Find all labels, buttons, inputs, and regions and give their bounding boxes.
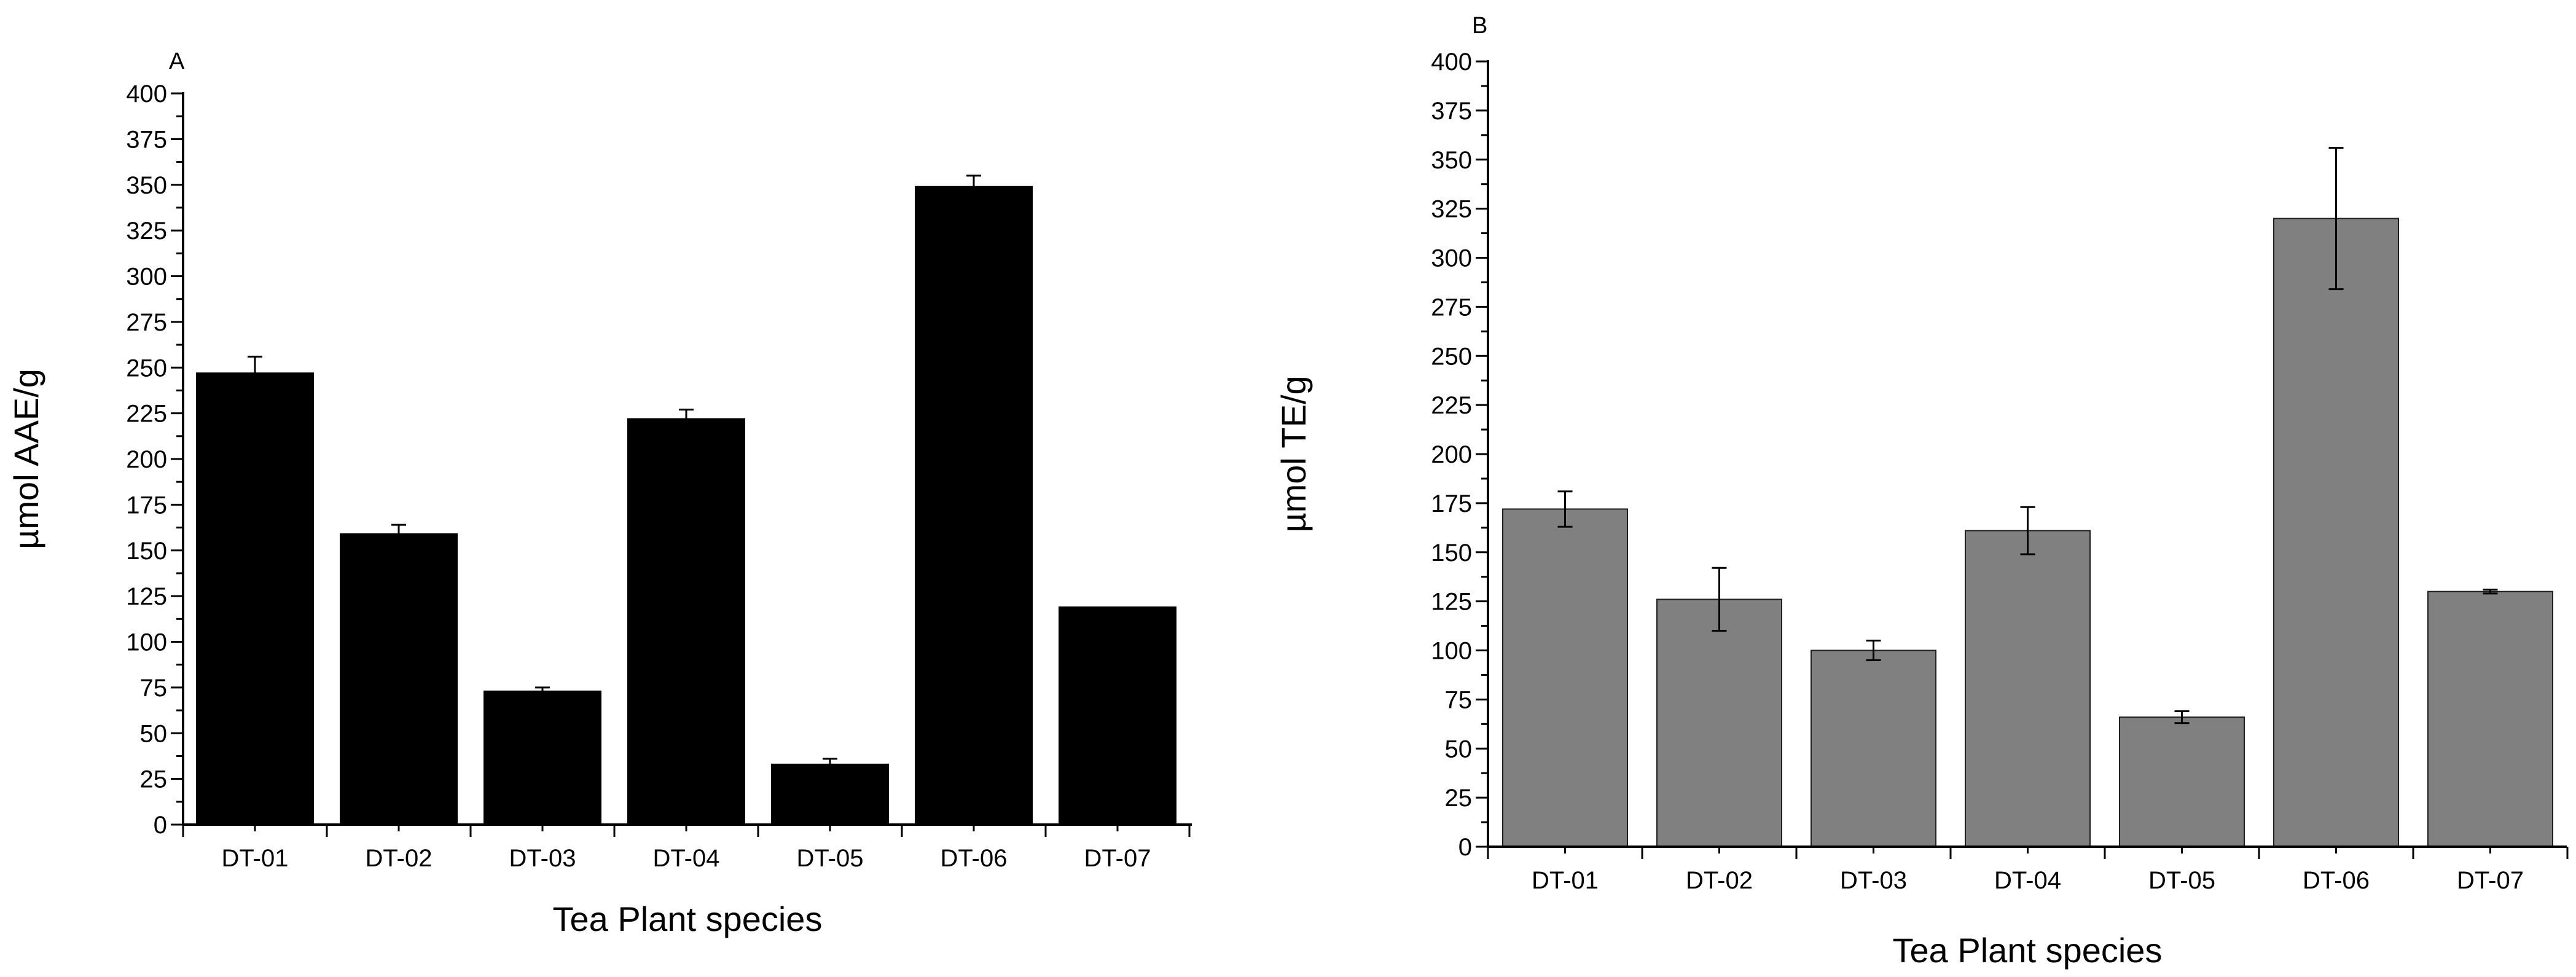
- panel-b-y-tick-label: 200: [1431, 441, 1472, 468]
- panel-a-x-tick-label: DT-04: [653, 845, 720, 872]
- panel-a-letter: A: [169, 49, 185, 74]
- panel-b-x-tick-label: DT-01: [1532, 867, 1599, 894]
- panel-a-y-tick-label: 125: [126, 583, 167, 610]
- panel-b-y-tick-label: 50: [1445, 736, 1473, 763]
- panel-b-y-tick-label: 175: [1431, 490, 1472, 517]
- panel-a-bar-dt-05: [771, 763, 889, 825]
- panel-a-bar-dt-04: [627, 418, 745, 825]
- panel-b-x-tick-label: DT-07: [2457, 867, 2524, 894]
- panel-a-y-tick-label: 250: [126, 355, 167, 382]
- panel-b-y-tick-label: 275: [1431, 294, 1472, 321]
- panel-b-y-axis-title: µmol TE/g: [1274, 375, 1313, 532]
- panel-b-bar-dt-02: [1656, 598, 1782, 847]
- panel-a-x-tick-label: DT-03: [509, 845, 576, 872]
- panel-b-y-tick-label: 25: [1445, 785, 1473, 812]
- panel-a-y-tick-label: 200: [126, 446, 167, 473]
- panel-b-bar-dt-03: [1811, 649, 1936, 847]
- panel-b-y-tick-label: 125: [1431, 589, 1472, 616]
- panel-a-x-tick-label: DT-05: [797, 845, 864, 872]
- panel-a-x-tick-label: DT-02: [366, 845, 433, 872]
- panel-a-y-tick-label: 175: [126, 492, 167, 519]
- panel-a-bar-dt-06: [915, 186, 1033, 826]
- panel-a-bar-dt-01: [196, 372, 314, 825]
- panel-b-x-tick-label: DT-04: [1994, 867, 2061, 894]
- panel-a-y-tick-label: 350: [126, 172, 167, 199]
- panel-b-bar-dt-06: [2273, 218, 2399, 848]
- panel-b-x-axis-title: Tea Plant species: [1893, 931, 2163, 970]
- panel-b-y-tick-label: 325: [1431, 196, 1472, 223]
- panel-b-y-tick-label: 400: [1431, 49, 1472, 76]
- panel-b-y-tick-label: 225: [1431, 392, 1472, 419]
- chart-panel-a: 0 25 50 75 100 125 150 175 200 225 250 275 300 325 350…: [7, 49, 1192, 938]
- panel-b-letter: B: [1472, 13, 1487, 39]
- panel-b-x-tick-label: DT-06: [2303, 867, 2370, 894]
- panel-b-y-tick-label: 375: [1431, 98, 1472, 125]
- panel-a-bar-dt-07: [1059, 606, 1176, 825]
- panel-a-y-tick-label: 25: [140, 766, 168, 793]
- panel-a-x-axis-title: Tea Plant species: [553, 900, 823, 938]
- panel-a-y-tick-label: 325: [126, 218, 167, 245]
- panel-b-bar-dt-05: [2119, 716, 2245, 847]
- panel-b-bar-dt-04: [1965, 530, 2091, 847]
- panel-a-x-tick-label: DT-07: [1084, 845, 1151, 872]
- panel-a-y-tick-label: 375: [126, 126, 167, 153]
- panel-a-y-tick-label: 150: [126, 538, 167, 565]
- panel-b-x-tick-label: DT-05: [2148, 867, 2215, 894]
- panel-a-y-axis-title: µmol AAE/g: [7, 369, 45, 549]
- panel-a-y-tick-label: 50: [140, 720, 168, 747]
- panel-a-x-tick-label: DT-06: [941, 845, 1008, 872]
- panel-a-y-tick-label: 400: [126, 80, 167, 108]
- panel-b-y-tick-label: 250: [1431, 343, 1472, 370]
- panel-a-y-tick-label: 275: [126, 309, 167, 336]
- panel-b-y-tick-label: 350: [1431, 147, 1472, 174]
- panel-a-x-tick-label: DT-01: [222, 845, 289, 872]
- panel-a-y-tick-label: 300: [126, 264, 167, 291]
- panel-a-y-tick-label: 225: [126, 401, 167, 428]
- panel-a-bar-dt-03: [483, 690, 601, 825]
- panel-a-bar-dt-02: [340, 533, 458, 825]
- panel-b-y-tick-label: 100: [1431, 638, 1472, 665]
- panel-b-x-tick-label: DT-02: [1686, 867, 1753, 894]
- panel-b-bar-dt-07: [2427, 591, 2553, 848]
- panel-b-x-tick-label: DT-03: [1840, 867, 1907, 894]
- panel-b-y-tick-label: 150: [1431, 540, 1472, 567]
- panel-b-bar-dt-01: [1502, 508, 1628, 847]
- panel-b-y-tick-label: 0: [1458, 834, 1472, 861]
- panel-a-y-tick-label: 0: [154, 812, 167, 839]
- chart-panel-b: 0 25 50 75 100 125 150 175 200 225 250 275 300 325 350…: [1274, 13, 2569, 970]
- panel-b-y-tick-label: 300: [1431, 245, 1472, 272]
- panel-b-y-tick-label: 75: [1445, 686, 1473, 713]
- panel-a-y-tick-label: 75: [140, 675, 168, 702]
- panel-a-y-tick-label: 100: [126, 629, 167, 656]
